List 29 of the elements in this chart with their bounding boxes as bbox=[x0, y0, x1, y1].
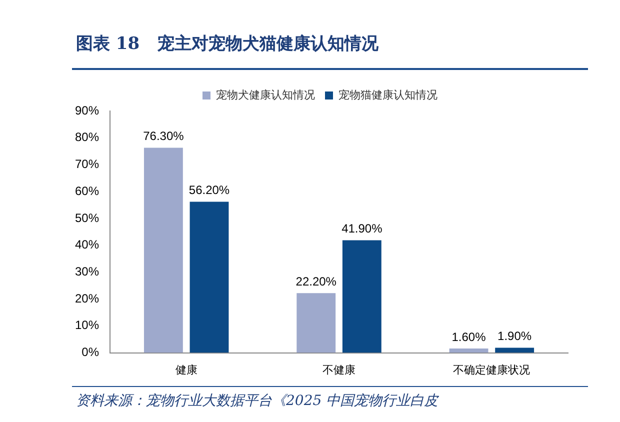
x-tick-label: 健康 bbox=[175, 363, 198, 376]
bar bbox=[342, 240, 382, 353]
bar bbox=[190, 202, 229, 353]
y-tick-label: 80% bbox=[74, 130, 100, 144]
chart-title: 图表 18 宠主对宠物犬猫健康认知情况 bbox=[76, 33, 378, 55]
data-label: 1.60% bbox=[452, 330, 486, 344]
bar bbox=[296, 293, 336, 353]
y-tick-label: 50% bbox=[74, 210, 100, 225]
data-label: 56.20% bbox=[188, 183, 230, 198]
data-label: 76.30% bbox=[143, 129, 184, 144]
legend-label: 宠物犬健康认知情况 bbox=[216, 88, 315, 102]
y-tick-label: 60% bbox=[74, 184, 100, 198]
y-tick-label: 40% bbox=[74, 238, 100, 252]
y-tick-label: 70% bbox=[74, 157, 100, 172]
text: 资料来源：宠物行业大数据平台《2025 中国宠物行业白皮 bbox=[76, 392, 438, 410]
legend-label: 宠物猫健康认知情况 bbox=[338, 88, 438, 102]
bar bbox=[495, 348, 534, 353]
bar bbox=[144, 148, 183, 353]
data-label: 41.90% bbox=[342, 222, 383, 236]
y-tick-label: 20% bbox=[74, 291, 100, 306]
data-label: 1.90% bbox=[498, 329, 532, 344]
y-tick-label: 10% bbox=[74, 318, 100, 332]
y-tick-label: 90% bbox=[74, 103, 100, 118]
x-tick-label: 不健康 bbox=[322, 363, 356, 376]
y-tick-label: 30% bbox=[74, 264, 100, 279]
bar bbox=[449, 348, 488, 353]
y-tick-label: 0% bbox=[82, 345, 100, 360]
x-tick-label: 不确定健康状况 bbox=[453, 363, 530, 376]
data-label: 22.20% bbox=[296, 274, 337, 288]
